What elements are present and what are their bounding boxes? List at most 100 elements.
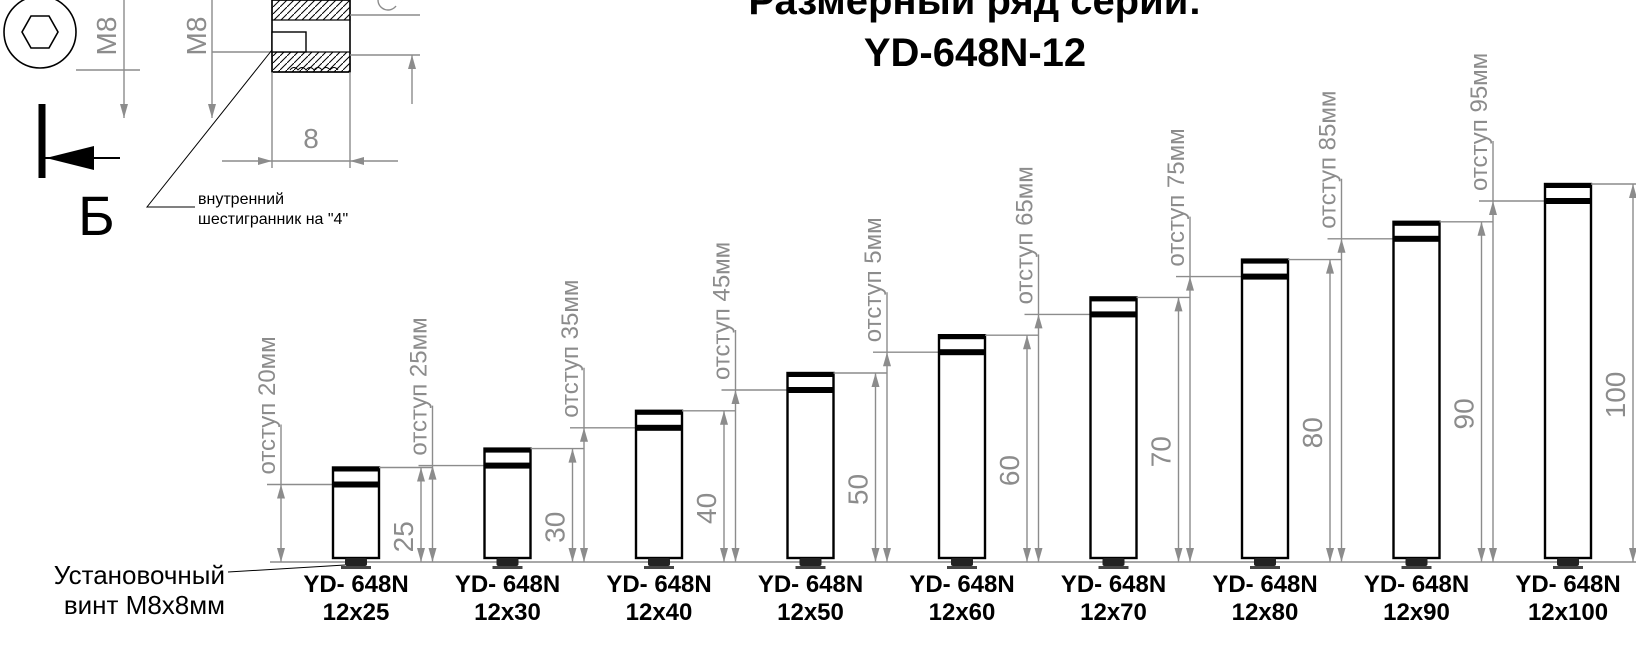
offset-label: отступ 5мм: [860, 217, 887, 342]
height-label: 30: [540, 512, 571, 543]
set-screw-icon: [496, 558, 519, 566]
offset-label: отступ 75мм: [1163, 128, 1190, 266]
leg-cap-line: [1090, 297, 1137, 302]
thread-label-right: M8: [181, 17, 212, 56]
leg-cap-line: [1545, 184, 1591, 188]
model-size: 12x40: [626, 599, 693, 626]
model-name: YD- 648N: [1212, 571, 1317, 598]
leg-band: [484, 462, 531, 469]
height-arrow-down: [871, 548, 880, 562]
leg-band: [1090, 311, 1137, 318]
leg-cap-line: [333, 467, 379, 472]
height-label: 80: [1297, 417, 1328, 448]
foot-icon: [1401, 566, 1432, 569]
model-name: YD- 648N: [1515, 571, 1620, 598]
set-screw-icon: [345, 558, 367, 566]
set-screw-icon: [1102, 558, 1125, 566]
model-name: YD- 648N: [758, 571, 863, 598]
leg-body: [331, 466, 381, 560]
offset-label: отступ 35мм: [557, 280, 584, 418]
leg-cap-line: [636, 410, 682, 415]
offset-arrow-up: [428, 465, 437, 480]
leg-body: [1392, 220, 1441, 560]
foot-icon: [1098, 566, 1129, 569]
height-arrow-up: [720, 410, 728, 425]
leg-body: [1089, 296, 1138, 560]
view-arrow-icon: [46, 146, 94, 170]
height-arrow-down: [417, 548, 425, 562]
offset-label: отступ 25мм: [406, 317, 433, 455]
offset-arrow-down: [1186, 548, 1194, 562]
offset-arrow-down: [1337, 548, 1346, 562]
model-size: 12x50: [777, 599, 844, 626]
height-label: 60: [994, 455, 1025, 486]
leg-body: [786, 371, 835, 560]
title-line2: YD-648N-12: [864, 31, 1086, 75]
offset-label: отступ 95мм: [1466, 53, 1493, 191]
offset-label: отступ 20мм: [254, 336, 281, 474]
foot-icon: [492, 566, 523, 569]
leg-cap-line: [484, 448, 531, 453]
model-name: YD- 648N: [1364, 571, 1469, 598]
model-size: 12x100: [1528, 599, 1608, 626]
foot-icon: [947, 566, 977, 569]
height-label: 40: [691, 493, 722, 524]
height-arrow-down: [1174, 548, 1183, 562]
leg-body: [1240, 258, 1290, 560]
height-arrow-down: [568, 548, 577, 562]
leg-body: [937, 334, 987, 560]
model-size: 12x60: [929, 599, 996, 626]
screw-label-line1: Установочный: [54, 560, 225, 590]
height-arrow-down: [1023, 548, 1031, 562]
height-arrow-up: [1023, 335, 1031, 350]
leg-cap-line: [939, 335, 985, 340]
leg-band: [333, 481, 379, 488]
screw-leader: [227, 564, 346, 573]
leg-body: [634, 409, 684, 560]
offset-arrow-down: [1489, 548, 1497, 562]
height-arrow-up: [417, 467, 425, 482]
offset-label: отступ 45мм: [709, 242, 736, 380]
leg-band: [939, 349, 985, 356]
offset-arrow-up: [731, 390, 740, 404]
model-size: 12x70: [1080, 599, 1147, 626]
hex-socket-icon: [21, 15, 59, 49]
height-arrow-up: [1326, 259, 1334, 274]
leg-band: [1545, 198, 1591, 204]
model-size: 12x90: [1383, 599, 1450, 626]
model-name: YD- 648N: [303, 571, 408, 598]
set-screw-icon: [951, 558, 973, 566]
foot-icon: [644, 566, 674, 569]
leg-cap-line: [1242, 259, 1288, 264]
height-label: 100: [1600, 372, 1631, 419]
screw-label-line2: винт M8x8мм: [64, 590, 225, 620]
height-arrow-up: [1629, 184, 1636, 198]
model-name: YD- 648N: [455, 571, 560, 598]
hex-note-line2: шестигранник на "4": [198, 211, 348, 228]
height-label: 90: [1449, 398, 1480, 429]
title-line1: Размерный ряд серии:: [748, 0, 1201, 23]
offset-arrow-up: [1337, 238, 1346, 253]
height-arrow-down: [720, 548, 728, 562]
height-arrow-down: [1326, 548, 1334, 562]
offset-arrow-down: [428, 548, 437, 562]
height-arrow-up: [871, 373, 880, 387]
offset-arrow-up: [580, 427, 588, 442]
offset-arrow-down: [277, 548, 285, 562]
model-size: 12x25: [323, 599, 390, 626]
leg-cap-line: [1393, 221, 1440, 226]
offset-arrow-up: [883, 352, 891, 367]
hex-note-line1: внутренний: [198, 191, 284, 208]
set-screw-icon: [1557, 558, 1579, 566]
offset-arrow-down: [731, 548, 740, 562]
height-arrow-up: [1477, 221, 1486, 236]
offset-label: отступ 65мм: [1012, 166, 1039, 304]
thread-label-left: M8: [91, 17, 122, 56]
leg-band: [636, 424, 682, 431]
